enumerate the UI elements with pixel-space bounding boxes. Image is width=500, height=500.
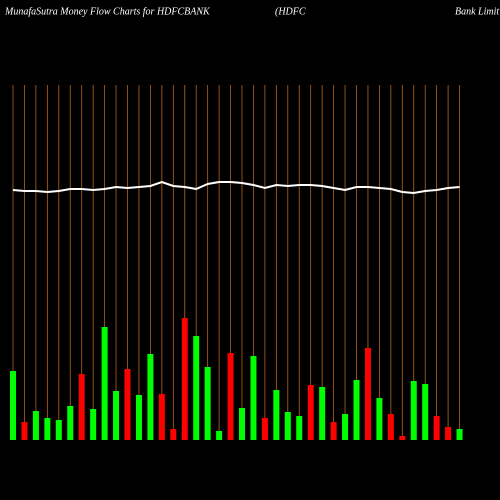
bar (55, 420, 62, 440)
bar (445, 427, 452, 440)
bar (399, 436, 406, 440)
bar (216, 431, 223, 440)
bar (376, 398, 383, 440)
bar (204, 367, 211, 440)
bar (124, 369, 131, 440)
bar (67, 406, 74, 440)
bar (330, 422, 337, 440)
bar (422, 384, 429, 440)
bar (456, 429, 463, 440)
bar (353, 380, 360, 440)
bar (433, 416, 440, 440)
bar (10, 371, 16, 440)
bar (261, 418, 268, 440)
bar (158, 394, 165, 440)
bar (135, 395, 142, 440)
money-flow-line (12, 180, 460, 195)
bar (181, 318, 188, 440)
bar (101, 327, 108, 440)
bar (21, 422, 28, 440)
bar (147, 354, 154, 440)
bar (113, 391, 120, 440)
bar (239, 408, 245, 440)
bar (364, 348, 371, 440)
bar (170, 429, 177, 440)
bar (284, 412, 291, 440)
chart-title: MunafaSutra Money Flow Charts for HDFCBA… (4, 6, 211, 17)
bar (32, 411, 39, 440)
bar (296, 416, 303, 440)
bar (44, 418, 51, 440)
chart-subtitle: (HDFC (275, 6, 306, 17)
bar (410, 381, 417, 440)
bar (387, 414, 394, 440)
bar (227, 353, 234, 440)
bar (90, 409, 97, 440)
bar (342, 414, 349, 440)
bar (250, 356, 257, 440)
bar (319, 387, 326, 440)
bar (273, 390, 280, 440)
bar (307, 385, 314, 440)
bar (193, 336, 200, 440)
bar (78, 374, 85, 440)
chart-subtitle: Bank Limit (455, 6, 499, 17)
